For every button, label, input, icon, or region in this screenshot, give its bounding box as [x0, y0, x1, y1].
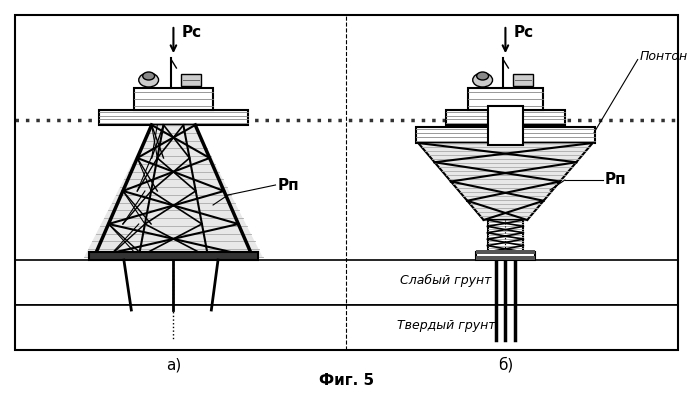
Bar	[89, 252, 258, 260]
Text: б): б)	[498, 357, 513, 373]
Bar	[416, 127, 595, 143]
Ellipse shape	[138, 73, 159, 87]
Text: Рс: Рс	[181, 25, 201, 40]
Bar	[476, 250, 535, 254]
Bar	[15, 260, 678, 305]
Polygon shape	[446, 110, 565, 125]
Ellipse shape	[473, 73, 493, 87]
Text: Твердый грунт: Твердый грунт	[397, 319, 495, 332]
Bar	[513, 74, 533, 86]
Bar	[134, 88, 213, 110]
Bar	[476, 252, 535, 260]
Bar	[181, 74, 201, 86]
Text: Фиг. 5: Фиг. 5	[319, 373, 375, 388]
Bar	[15, 15, 678, 350]
Ellipse shape	[143, 72, 154, 80]
Polygon shape	[138, 125, 208, 257]
Polygon shape	[85, 125, 263, 257]
Text: Рп: Рп	[278, 178, 299, 193]
Bar	[488, 220, 524, 252]
Polygon shape	[99, 110, 247, 125]
Text: Рс: Рс	[513, 25, 533, 40]
Polygon shape	[418, 143, 593, 220]
Text: Понтон: Понтон	[639, 51, 687, 63]
Text: Слабый грунт: Слабый грунт	[401, 274, 491, 287]
Polygon shape	[183, 125, 253, 257]
Bar	[468, 88, 543, 110]
Bar	[15, 305, 678, 350]
Text: а): а)	[166, 357, 181, 373]
Text: Рп: Рп	[605, 173, 626, 188]
Bar	[476, 256, 535, 260]
Polygon shape	[94, 125, 164, 257]
Ellipse shape	[477, 72, 489, 80]
Bar	[488, 106, 524, 145]
